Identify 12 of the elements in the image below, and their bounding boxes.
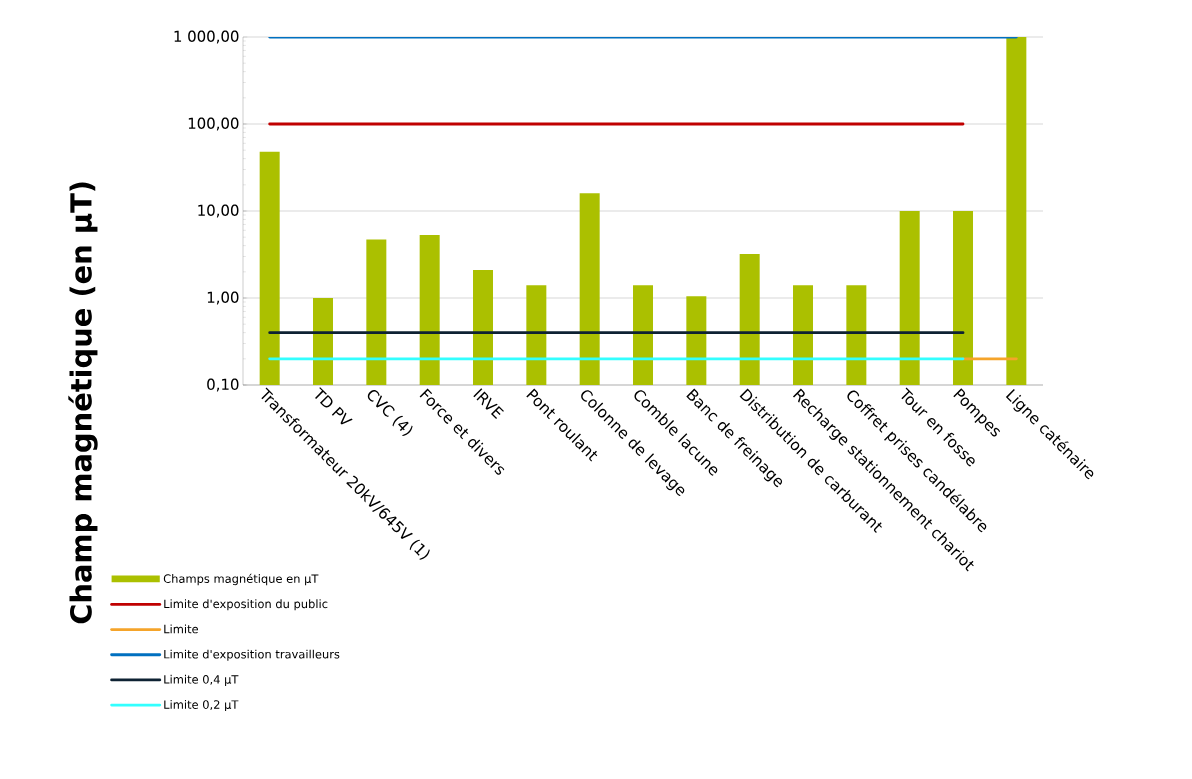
legend-label: Limite <box>164 624 199 634</box>
y-tick-label: 0,10 <box>207 378 239 392</box>
y-tick-label: 100,00 <box>188 117 239 131</box>
legend-label: Limite 0,4 µT <box>164 674 239 686</box>
y-tick-label: 1 000,00 <box>174 30 239 44</box>
y-axis-title: Champ magnétique (en µT) <box>68 182 98 624</box>
y-tick-label: 1,00 <box>207 291 239 305</box>
legend-label: Limite 0,2 µT <box>164 700 239 712</box>
legend-label: Limite d'exposition travailleurs <box>164 649 340 661</box>
legend-label: Champs magnétique en µT <box>163 573 319 586</box>
y-tick-label: 10,00 <box>198 204 239 218</box>
legend-label: Limite d'exposition du public <box>164 599 328 611</box>
